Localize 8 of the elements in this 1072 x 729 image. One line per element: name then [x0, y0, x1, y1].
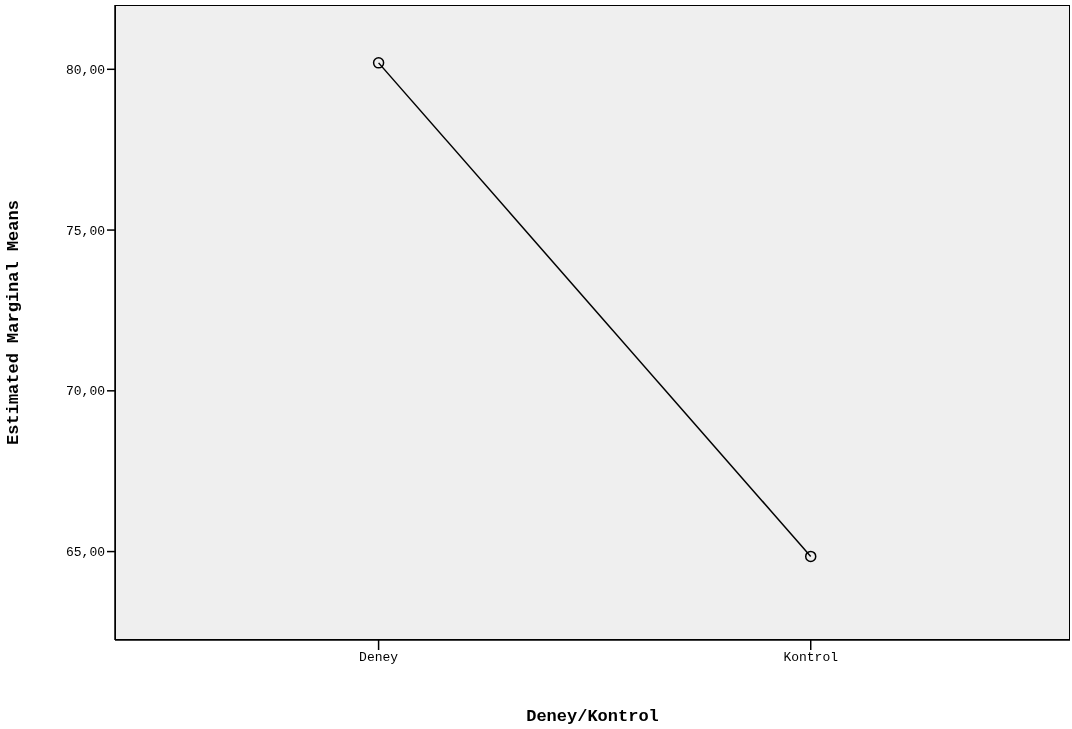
- x-tick-label: Deney: [359, 650, 399, 666]
- y-tick-label: 70,00: [65, 384, 105, 400]
- y-tick-label: 65,00: [65, 545, 105, 561]
- y-tick-label: 80,00: [65, 62, 105, 78]
- y-tick-label: 75,00: [65, 223, 105, 239]
- x-axis-title: Deney/Kontrol: [526, 707, 659, 726]
- x-tick-label: Kontrol: [783, 650, 839, 666]
- y-axis-title: Estimated Marginal Means: [4, 200, 24, 445]
